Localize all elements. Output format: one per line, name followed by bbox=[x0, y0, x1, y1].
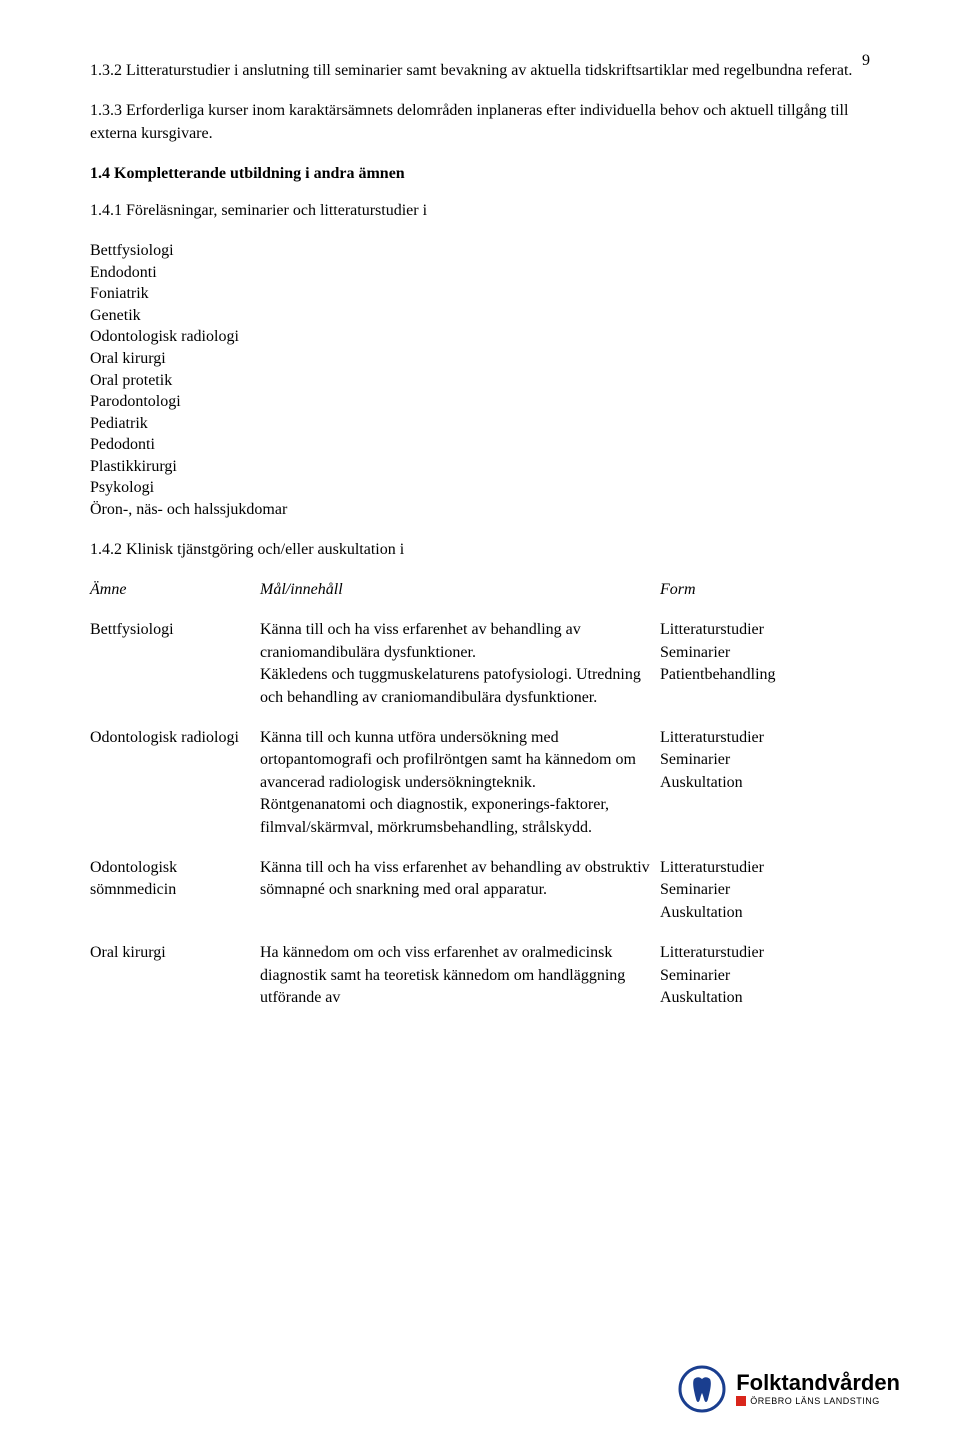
list-item: Odontologisk radiologi bbox=[90, 326, 870, 348]
cell-amne: Odontologisk sömnmedicin bbox=[90, 857, 260, 924]
list-item: Plastikkirurgi bbox=[90, 456, 870, 478]
cell-form: LitteraturstudierSeminarierAuskultation bbox=[660, 727, 870, 839]
table-row: Bettfysiologi Känna till och ha viss erf… bbox=[90, 619, 870, 709]
list-item: Endodonti bbox=[90, 262, 870, 284]
list-item: Oral protetik bbox=[90, 370, 870, 392]
cell-form: LitteraturstudierSeminarierAuskultation bbox=[660, 942, 870, 1009]
cell-mal: Känna till och kunna utföra undersökning… bbox=[260, 727, 660, 839]
list-item: Öron-, näs- och halssjukdomar bbox=[90, 499, 870, 521]
cell-mal: Ha kännedom om och viss erfarenhet av or… bbox=[260, 942, 660, 1009]
footer-logo: Folktandvården ÖREBRO LÄNS LANDSTING bbox=[678, 1365, 900, 1413]
paragraph-133: 1.3.3 Erforderliga kurser inom karaktärs… bbox=[90, 100, 870, 145]
heading-14: 1.4 Kompletterande utbildning i andra äm… bbox=[90, 163, 870, 185]
header-amne: Ämne bbox=[90, 579, 260, 601]
table-row: Odontologisk sömnmedicin Känna till och … bbox=[90, 857, 870, 924]
list-item: Pediatrik bbox=[90, 413, 870, 435]
paragraph-142: 1.4.2 Klinisk tjänstgöring och/eller aus… bbox=[90, 539, 870, 561]
table-row: Odontologisk radiologi Känna till och ku… bbox=[90, 727, 870, 839]
subject-list: Bettfysiologi Endodonti Foniatrik Geneti… bbox=[90, 240, 870, 521]
list-item: Oral kirurgi bbox=[90, 348, 870, 370]
list-item: Bettfysiologi bbox=[90, 240, 870, 262]
cell-mal: Känna till och ha viss erfarenhet av beh… bbox=[260, 619, 660, 709]
logo-word: Folktandvården bbox=[736, 1372, 900, 1394]
logo-sub-text: ÖREBRO LÄNS LANDSTING bbox=[750, 1397, 880, 1406]
cell-mal: Känna till och ha viss erfarenhet av beh… bbox=[260, 857, 660, 924]
cell-amne: Odontologisk radiologi bbox=[90, 727, 260, 839]
paragraph-132: 1.3.2 Litteraturstudier i anslutning til… bbox=[90, 60, 870, 82]
logo-square-icon bbox=[736, 1396, 746, 1406]
folktandvarden-icon bbox=[678, 1365, 726, 1413]
header-mal: Mål/innehåll bbox=[260, 579, 660, 601]
list-item: Foniatrik bbox=[90, 283, 870, 305]
logo-subline: ÖREBRO LÄNS LANDSTING bbox=[736, 1396, 900, 1406]
table-row: Oral kirurgi Ha kännedom om och viss erf… bbox=[90, 942, 870, 1009]
list-item: Psykologi bbox=[90, 477, 870, 499]
cell-amne: Oral kirurgi bbox=[90, 942, 260, 1009]
paragraph-141: 1.4.1 Föreläsningar, seminarier och litt… bbox=[90, 200, 870, 222]
table-header-row: Ämne Mål/innehåll Form bbox=[90, 579, 870, 601]
cell-form: LitteraturstudierSeminarierPatientbehand… bbox=[660, 619, 870, 709]
logo-text: Folktandvården ÖREBRO LÄNS LANDSTING bbox=[736, 1372, 900, 1406]
list-item: Pedodonti bbox=[90, 434, 870, 456]
page-number: 9 bbox=[862, 50, 870, 72]
header-form: Form bbox=[660, 579, 870, 601]
cell-form: LitteraturstudierSeminarierAuskultation bbox=[660, 857, 870, 924]
list-item: Genetik bbox=[90, 305, 870, 327]
list-item: Parodontologi bbox=[90, 391, 870, 413]
cell-amne: Bettfysiologi bbox=[90, 619, 260, 709]
